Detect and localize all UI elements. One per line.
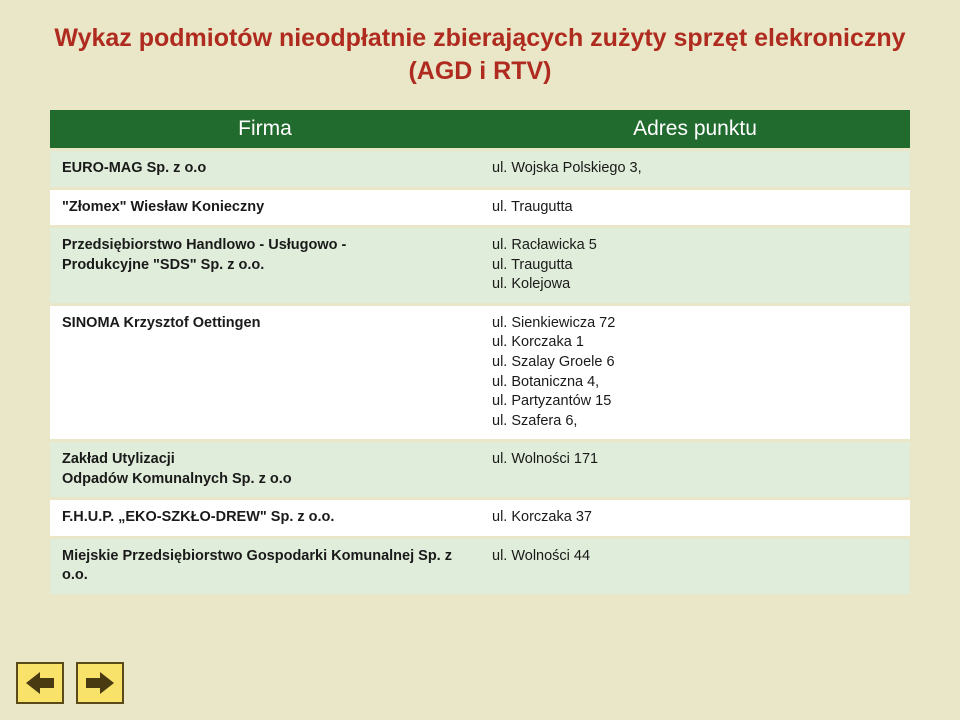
cell-firma: Przedsiębiorstwo Handlowo - Usługowo - P… xyxy=(50,228,480,303)
col-header-firma: Firma xyxy=(50,110,480,148)
nav-controls xyxy=(16,662,124,704)
cell-firma: Miejskie Przedsiębiorstwo Gospodarki Kom… xyxy=(50,539,480,594)
cell-adres: ul. Wolności 44 xyxy=(480,539,910,594)
table-row: EURO-MAG Sp. z o.o ul. Wojska Polskiego … xyxy=(50,151,910,187)
next-button[interactable] xyxy=(76,662,124,704)
cell-adres: ul. Wojska Polskiego 3, xyxy=(480,151,910,187)
cell-adres: ul. Wolności 171 xyxy=(480,442,910,497)
companies-table: Firma Adres punktu EURO-MAG Sp. z o.o ul… xyxy=(50,107,910,597)
table-header-row: Firma Adres punktu xyxy=(50,110,910,148)
cell-adres: ul. Korczaka 37 xyxy=(480,500,910,536)
col-header-adres: Adres punktu xyxy=(480,110,910,148)
table-row: Miejskie Przedsiębiorstwo Gospodarki Kom… xyxy=(50,539,910,594)
cell-adres: ul. Racławicka 5ul. Trauguttaul. Kolejow… xyxy=(480,228,910,303)
table-row: Przedsiębiorstwo Handlowo - Usługowo - P… xyxy=(50,228,910,303)
table-row: "Złomex" Wiesław Konieczny ul. Traugutta xyxy=(50,190,910,226)
cell-adres: ul. Sienkiewicza 72ul. Korczaka 1ul. Sza… xyxy=(480,306,910,439)
cell-firma: "Złomex" Wiesław Konieczny xyxy=(50,190,480,226)
cell-firma: SINOMA Krzysztof Oettingen xyxy=(50,306,480,439)
table-row: F.H.U.P. „EKO-SZKŁO-DREW" Sp. z o.o. ul.… xyxy=(50,500,910,536)
table-row: SINOMA Krzysztof Oettingen ul. Sienkiewi… xyxy=(50,306,910,439)
arrow-right-icon xyxy=(86,672,114,694)
cell-firma: EURO-MAG Sp. z o.o xyxy=(50,151,480,187)
page-title: Wykaz podmiotów nieodpłatnie zbierającyc… xyxy=(50,22,910,87)
arrow-left-icon xyxy=(26,672,54,694)
cell-firma: F.H.U.P. „EKO-SZKŁO-DREW" Sp. z o.o. xyxy=(50,500,480,536)
table-row: Zakład Utylizacji Odpadów Komunalnych Sp… xyxy=(50,442,910,497)
prev-button[interactable] xyxy=(16,662,64,704)
table-body: EURO-MAG Sp. z o.o ul. Wojska Polskiego … xyxy=(50,151,910,594)
cell-adres: ul. Traugutta xyxy=(480,190,910,226)
slide-page: Wykaz podmiotów nieodpłatnie zbierającyc… xyxy=(0,0,960,720)
cell-firma: Zakład Utylizacji Odpadów Komunalnych Sp… xyxy=(50,442,480,497)
